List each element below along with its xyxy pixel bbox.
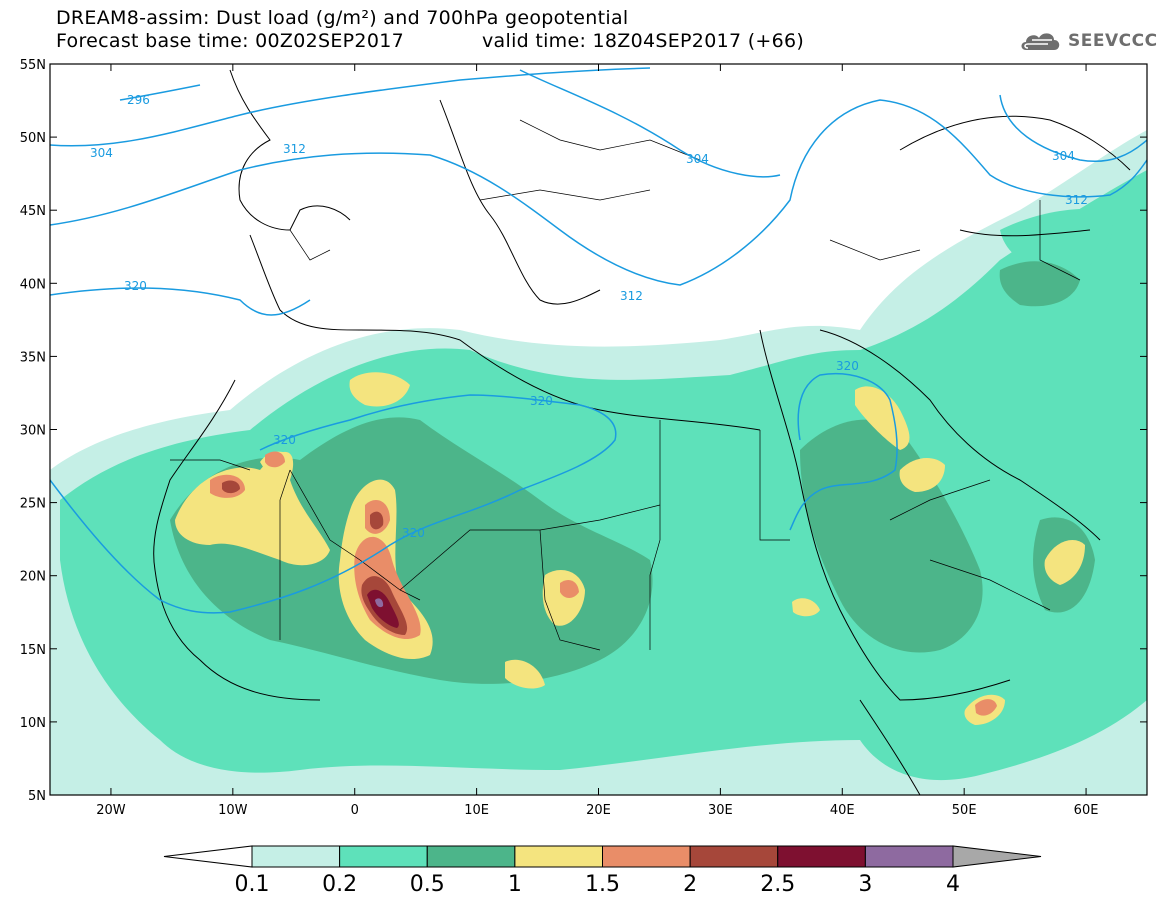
contour-label: 304 (90, 146, 113, 160)
lon-tick-label: 30E (708, 803, 733, 818)
lon-tick-label: 20E (586, 803, 611, 818)
contour-label: 304 (686, 152, 709, 166)
logo-text: SEEVCCC (1068, 31, 1158, 51)
seevccc-logo: SEEVCCC (1018, 28, 1158, 54)
colorbar: 0.1 0.2 0.5 1 1.5 2 2.5 3 4 (163, 845, 1042, 897)
colorbar-label: 1 (508, 872, 522, 897)
forecast-base-time: Forecast base time: 00Z02SEP2017 (56, 30, 404, 52)
colorbar-segment (777, 845, 866, 868)
contour-label: 320 (836, 359, 859, 373)
colorbar-label: 0.5 (410, 872, 445, 897)
lat-tick-label: 5N (28, 789, 46, 804)
colorbar-label: 2.5 (760, 872, 795, 897)
colorbar-segment (689, 845, 779, 868)
lat-tick-label: 40N (20, 277, 46, 292)
coastlines (153, 69, 1131, 795)
colorbar-segment (514, 845, 603, 868)
lon-tick-label: 20W (96, 803, 126, 818)
valid-time: valid time: 18Z04SEP2017 (+66) (482, 30, 805, 52)
lat-tick-label: 45N (20, 204, 46, 219)
lon-tick-label: 10W (218, 803, 248, 818)
contour-label: 296 (127, 93, 150, 107)
lon-tick-label: 40E (830, 803, 855, 818)
contour-label: 320 (273, 433, 296, 447)
lat-tick-label: 15N (20, 643, 46, 658)
lat-tick-label: 55N (20, 58, 46, 73)
colorbar-under-triangle (163, 845, 253, 868)
dust-level-3 (375, 598, 384, 608)
lat-tick-label: 10N (20, 716, 46, 731)
contour-labels: 296 304 312 320 320 320 320 320 304 312 … (90, 93, 1088, 540)
lon-tick-label: 0 (351, 803, 359, 818)
geopotential-contours (50, 67, 1147, 614)
contour-label: 304 (1052, 149, 1075, 163)
colorbar-label: 0.1 (235, 872, 270, 897)
colorbar-label: 1.5 (585, 872, 620, 897)
lon-tick-label: 10E (464, 803, 489, 818)
colorbar-label: 4 (946, 872, 960, 897)
colorbar-segment (864, 845, 954, 868)
colorbar-label: 3 (858, 872, 872, 897)
colorbar-label: 0.2 (322, 872, 357, 897)
lat-tick-label: 25N (20, 497, 46, 512)
contour-label: 312 (1065, 193, 1088, 207)
lon-tick-label: 60E (1074, 803, 1099, 818)
lat-tick-label: 50N (20, 131, 46, 146)
colorbar-segment (251, 845, 341, 868)
map-title: DREAM8-assim: Dust load (g/m²) and 700hP… (56, 7, 629, 29)
contour-label: 312 (620, 289, 643, 303)
lat-tick-label: 35N (20, 350, 46, 365)
colorbar-label: 2 (683, 872, 697, 897)
cloud-logo-icon (1021, 33, 1060, 50)
contour-label: 320 (124, 279, 147, 293)
contour-label: 320 (530, 394, 553, 408)
lat-tick-label: 20N (20, 570, 46, 585)
colorbar-segment (602, 845, 691, 868)
lat-tick-label: 30N (20, 424, 46, 439)
contour-label: 320 (402, 526, 425, 540)
colorbar-segment (426, 845, 516, 868)
latitude-axis: 55N 50N 45N 40N 35N 30N 25N 20N 15N 10N 5N (20, 58, 1147, 804)
lon-tick-label: 50E (952, 803, 977, 818)
colorbar-segment (339, 845, 428, 868)
contour-label: 312 (283, 142, 306, 156)
longitude-axis: 20W 10W 0 10E 20E 30E 40E 50E 60E (96, 64, 1098, 818)
colorbar-over-triangle (952, 845, 1042, 868)
map-area: 296 304 312 320 320 320 320 320 304 312 … (50, 64, 1147, 795)
dust-level-2.5 (367, 589, 399, 628)
